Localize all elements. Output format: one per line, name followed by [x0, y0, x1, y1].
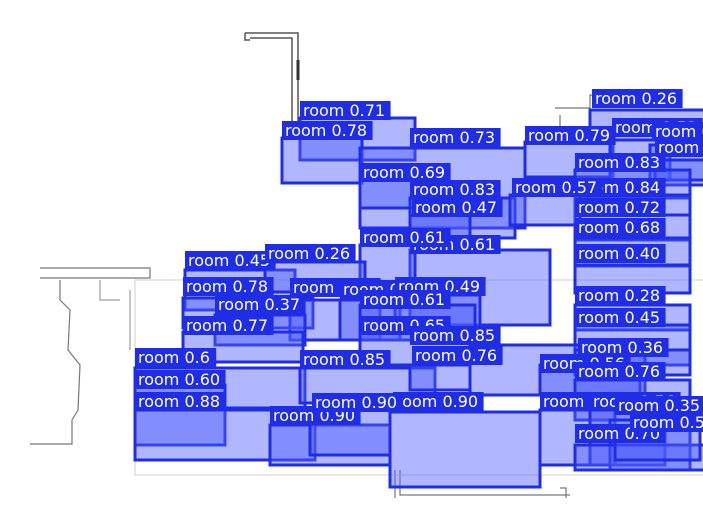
detection-label-tab	[575, 218, 666, 237]
detection-label-tab	[575, 198, 666, 217]
detection-label-tab	[412, 198, 503, 217]
detection-label: room 0.26	[268, 244, 350, 263]
detection-label-tab	[615, 396, 703, 415]
detection-label: room 0.60	[138, 370, 220, 389]
detection-label-tab	[360, 290, 451, 309]
detection-label-tab	[183, 316, 274, 335]
detection-label: room 0.76	[578, 362, 660, 381]
detection-label: room 0.90	[315, 393, 397, 412]
detection-label: room 0.47	[415, 198, 497, 217]
detection-label-tab	[393, 392, 484, 411]
detection-label: room 0.77	[186, 316, 268, 335]
detection-label-tab	[652, 122, 703, 141]
detection-label: room 0.45	[578, 308, 660, 327]
detection-label: room 0.76	[415, 346, 497, 365]
detection-label-tab	[300, 350, 391, 369]
detection-label: room 0.90	[396, 392, 478, 411]
detection-label-tab	[575, 153, 666, 172]
interior-wall	[99, 280, 131, 350]
detection-label: room 0.83	[413, 180, 495, 199]
detection-label-tab	[410, 128, 501, 147]
detection-label-tab	[575, 362, 666, 381]
detection-label: room 0.35	[618, 396, 700, 415]
detection-label-tab	[360, 163, 451, 182]
detection-label-tab	[282, 121, 373, 140]
detection-label-tab	[265, 244, 356, 263]
detection-label-tab	[312, 393, 403, 412]
detection-label-tab	[575, 308, 666, 327]
detection-label-tab	[512, 178, 603, 197]
detection-label: room 0.83	[578, 153, 660, 172]
detection-label: room 0.36	[581, 338, 663, 357]
detection-label: room 0.72	[578, 198, 660, 217]
detection-box	[508, 193, 582, 227]
detection-label: room 0.71	[303, 101, 385, 120]
detection-label: room 0.45	[188, 251, 270, 270]
detection-label-tab	[655, 138, 703, 157]
detection-label-tab	[525, 126, 616, 145]
detection-label: room 0.61	[363, 228, 445, 247]
detection-label: room 0.88	[138, 392, 220, 411]
detection-label: room 0.61	[363, 290, 445, 309]
detection-label-tab	[630, 413, 703, 432]
detection-label-tab	[578, 338, 669, 357]
detection-label-tab	[412, 346, 503, 365]
detection-label: room 0.68	[578, 218, 660, 237]
detection-label: room 0.85	[413, 326, 495, 345]
detection-label: room 0.50	[655, 122, 703, 141]
detection-label: room 0.40	[578, 244, 660, 263]
detection-label: room 0.79	[528, 126, 610, 145]
detection-box	[388, 410, 542, 489]
detection-box	[280, 136, 364, 185]
detection-label-tab	[185, 251, 276, 270]
detection-label: room 0.26	[595, 89, 677, 108]
detection-label: room 0.57	[515, 178, 597, 197]
detection-box	[408, 363, 472, 392]
detection-label: room 0.6	[138, 348, 210, 367]
detection-label: room 0.44	[658, 138, 703, 157]
detection-label: room 0.28	[578, 286, 660, 305]
detection-label-tab	[135, 392, 226, 411]
detection-label: room 0.52	[633, 413, 703, 432]
detection-box	[358, 178, 417, 210]
detection-box	[268, 423, 392, 467]
detection-label-tab	[410, 326, 501, 345]
detection-label-tab	[575, 286, 666, 305]
detection-label-tab	[300, 101, 391, 120]
detection-label-tab	[135, 348, 217, 367]
detection-label: room 0.69	[363, 163, 445, 182]
detection-box	[133, 408, 317, 462]
detection-label-tab	[592, 89, 683, 108]
detection-label-tab	[360, 228, 451, 247]
detection-label-tab	[183, 277, 274, 296]
detection-label-tab	[135, 370, 226, 389]
detection-label: room 0.37	[218, 295, 300, 314]
detection-label: room 0.73	[413, 128, 495, 147]
detection-box	[573, 443, 703, 472]
detection-label-tab	[215, 295, 306, 314]
detection-label: room 0.78	[285, 121, 367, 140]
detection-label: room 0.78	[186, 277, 268, 296]
detection-label: room 0.85	[303, 350, 385, 369]
tower-wall	[244, 32, 299, 130]
left-wing-wall	[30, 267, 151, 445]
detection-label-tab	[410, 180, 501, 199]
detection-label-tab	[575, 244, 666, 263]
